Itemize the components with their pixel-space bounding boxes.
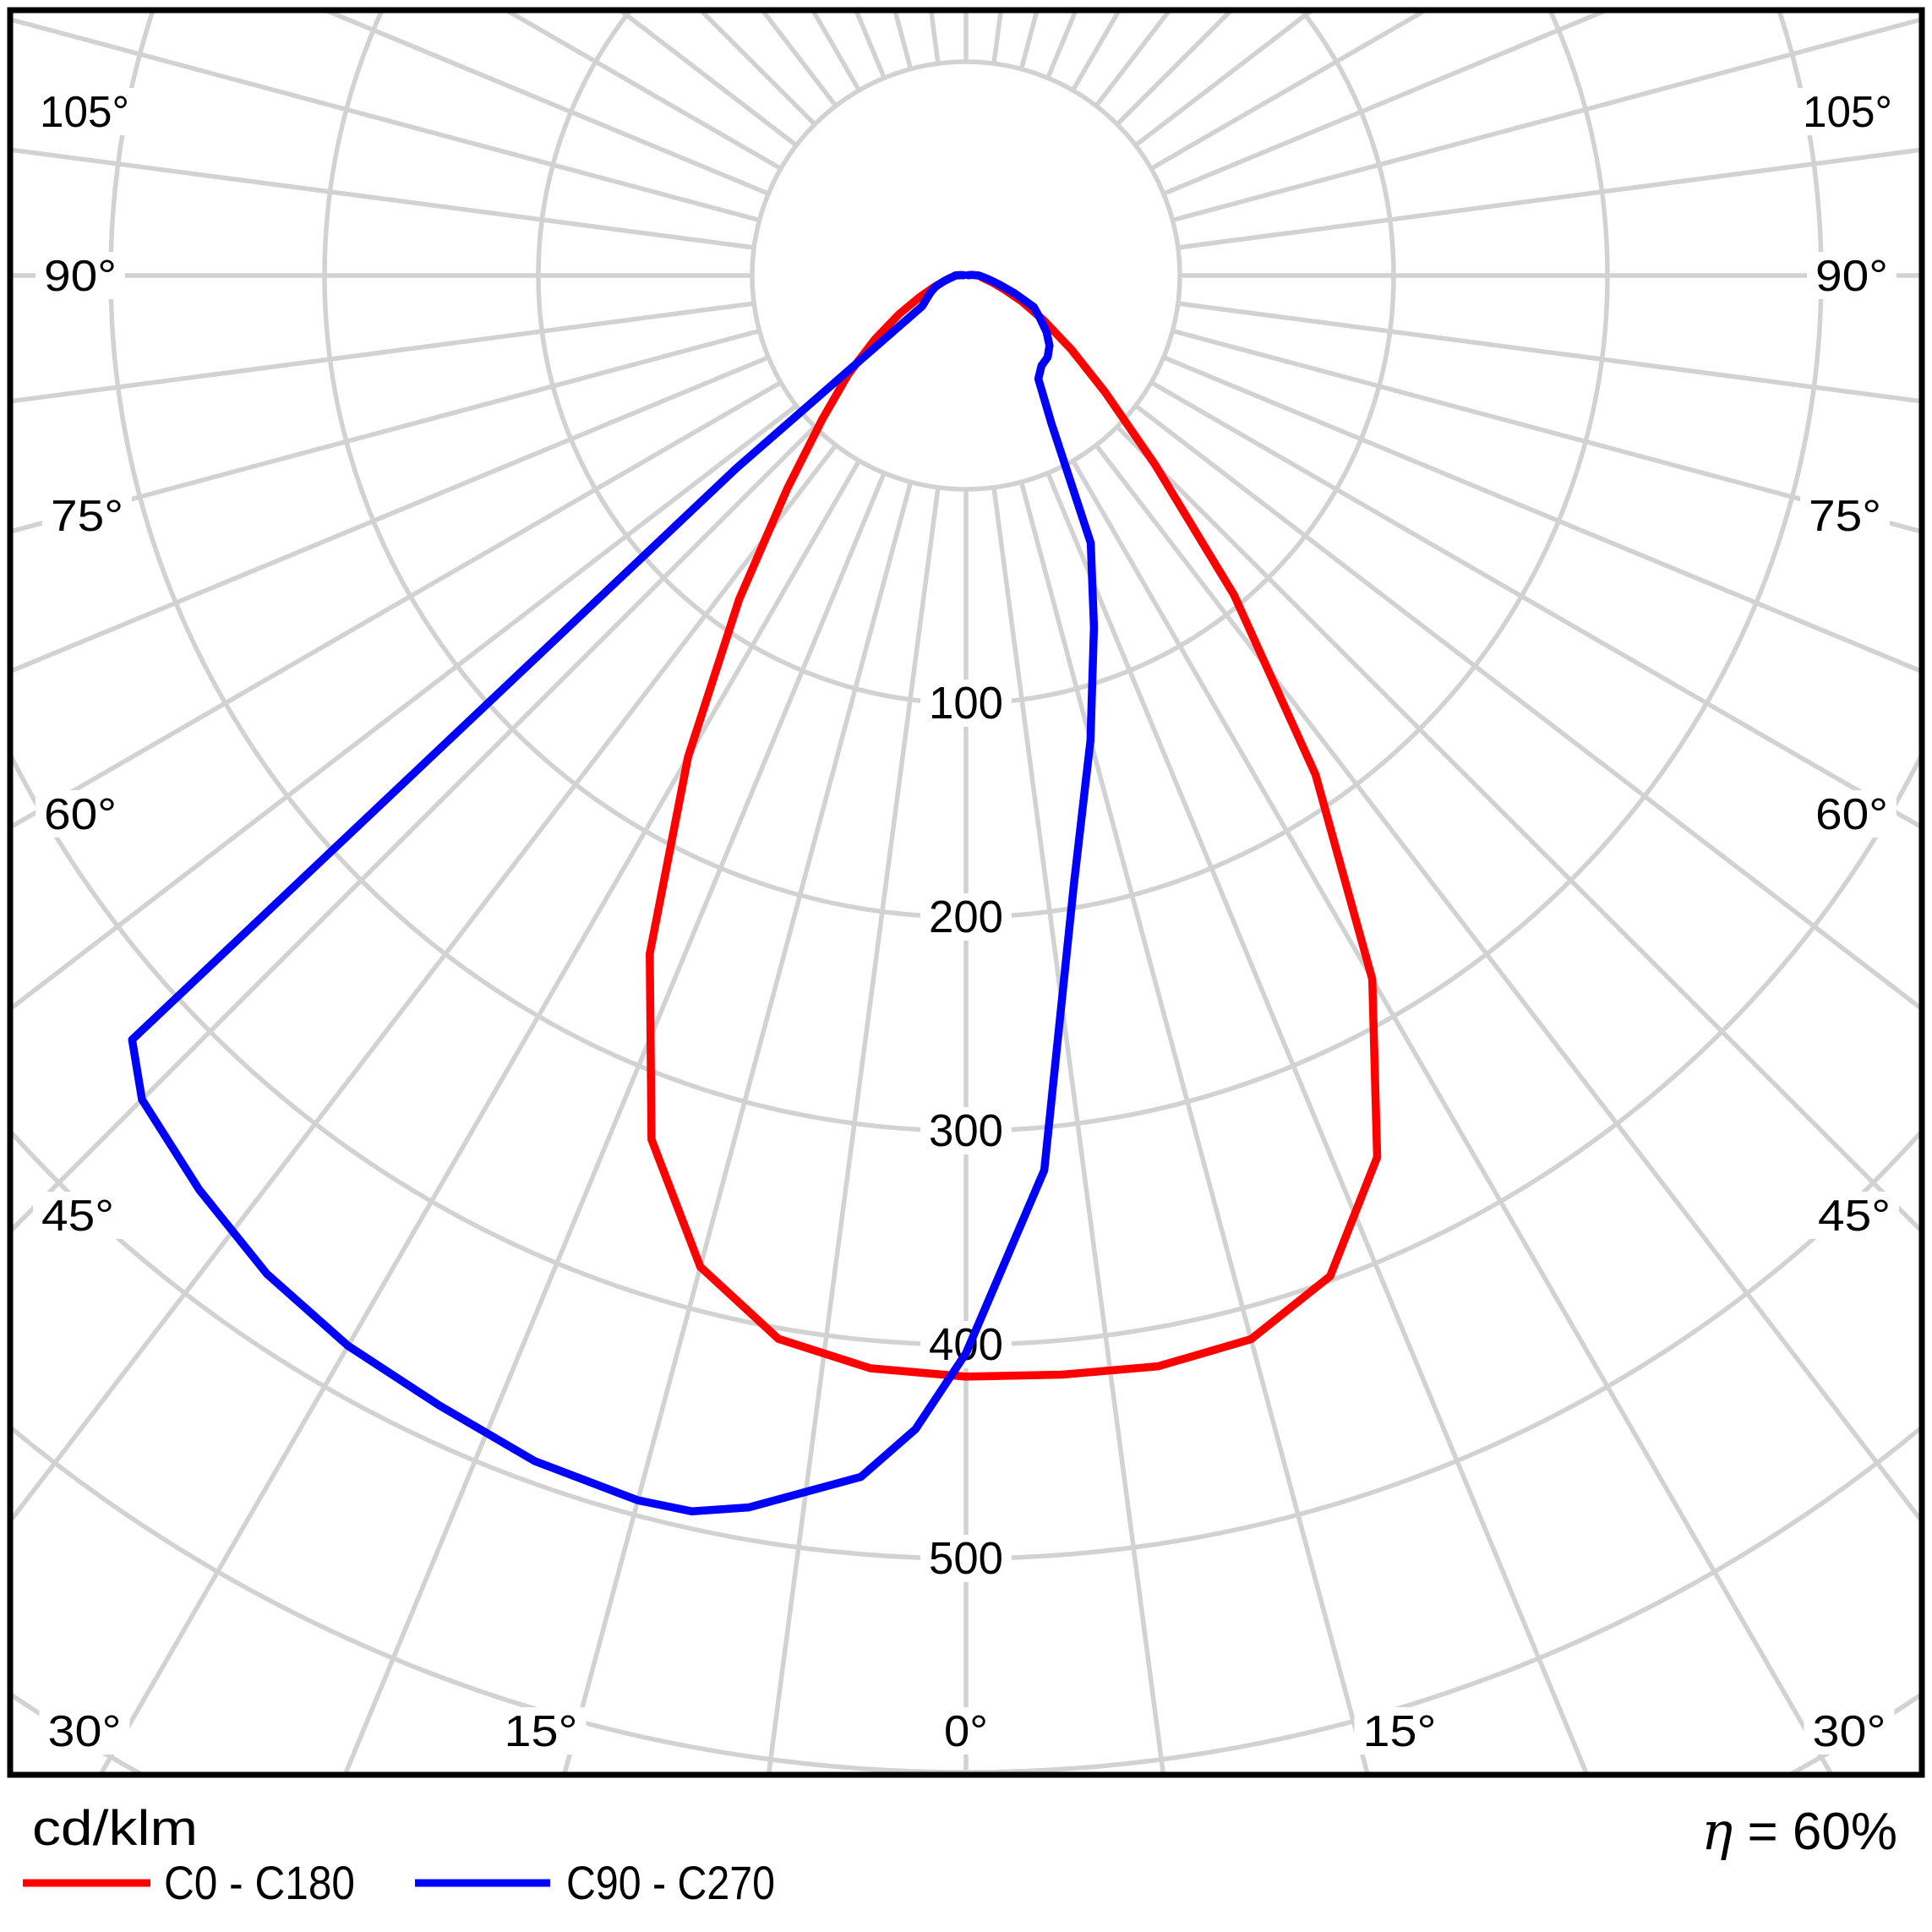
radius-label: 500 (929, 1533, 1003, 1584)
grid-spoke (1134, 403, 1922, 1012)
grid-spoke (1094, 444, 1922, 1525)
axis-labels: 105° 105° 90° 90° 75° 75° 60° 60° 45° 45° 30° 15° 0°… (31, 88, 1901, 1756)
grid-spoke (10, 301, 755, 404)
angle-label-left: 45° (41, 1192, 114, 1241)
legend-label-c90-c270: C90 - C270 (566, 1856, 775, 1909)
grid-spoke (1071, 459, 1835, 1775)
angle-label-right: 105° (1803, 88, 1892, 137)
angle-label-right: 60° (1815, 790, 1888, 839)
angle-label-bottom: 30° (48, 1707, 122, 1756)
grid-spoke (1162, 10, 1613, 196)
radius-label-bg (920, 893, 1012, 941)
grid-spoke (1149, 10, 1431, 171)
efficiency-label: η = 60% (1701, 1800, 1897, 1862)
angle-label-left: 75° (51, 492, 123, 541)
grid-spoke (1018, 481, 1371, 1775)
grid-spoke (991, 487, 1166, 1775)
radius-label-bg (920, 1107, 1012, 1154)
grid-spoke (10, 380, 783, 831)
angle-label-right: 75° (1809, 492, 1881, 541)
angle-label-left: 90° (44, 252, 117, 301)
angle-label-right: 90° (1815, 252, 1888, 301)
grid-spoke (10, 17, 761, 223)
efficiency-value: = 60% (1733, 1803, 1897, 1861)
angle-label-bottom: 15° (505, 1707, 578, 1756)
angle-label-left-bg (31, 88, 138, 135)
angle-label-bottom-bg (39, 1707, 130, 1755)
grid-spoke (561, 481, 914, 1775)
grid-spoke (1045, 472, 1590, 1775)
grid-spoke (1162, 355, 1922, 674)
angle-label-bottom: 15° (1363, 1707, 1437, 1756)
legend-label-c0-c180: C0 - C180 (164, 1856, 355, 1909)
angle-label-right-bg (1794, 88, 1901, 135)
grid-spoke (10, 403, 798, 1012)
grid-spoke (1115, 424, 1922, 1235)
grid-spoke (10, 424, 817, 1235)
plot-border (7, 7, 1925, 1778)
grid-spoke (766, 487, 941, 1775)
angle-label-bottom-bg (495, 1707, 587, 1755)
angle-label-right: 45° (1818, 1192, 1891, 1241)
grid-spoke (1171, 328, 1922, 534)
grid-spoke (97, 459, 861, 1775)
grid-spoke (10, 147, 755, 250)
intensity-curves (128, 270, 1382, 1516)
grid-spoke (1149, 380, 1922, 831)
angle-label-bottom: 30° (1813, 1707, 1886, 1756)
grid-spoke (1071, 10, 1122, 92)
angle-label-left: 105° (40, 88, 129, 137)
grid-spoke (10, 444, 838, 1525)
radius-label-bg (920, 1535, 1012, 1582)
angle-label-bottom-bg (1804, 1707, 1895, 1755)
grid-spoke (342, 472, 887, 1775)
angle-label-right-bg (1807, 790, 1897, 838)
radius-label: 300 (929, 1105, 1003, 1156)
grid-spoke (10, 355, 770, 674)
curve-C90-C270 (128, 270, 1099, 1516)
angle-label-left-bg (35, 790, 125, 838)
angle-label-right-bg (1800, 492, 1890, 539)
angle-label-left: 60° (44, 790, 117, 839)
angle-label-bottom-bg (1354, 1707, 1445, 1755)
radius-label-bg (920, 679, 1012, 727)
grid-spoke (1177, 147, 1922, 250)
angle-label-bottom: 0° (944, 1707, 988, 1756)
grid-spoke (319, 10, 770, 196)
grid-spoke (1177, 301, 1922, 404)
radius-label: 200 (929, 892, 1003, 942)
grid-spoke (501, 10, 783, 171)
radius-label: 100 (929, 678, 1003, 729)
angle-label-right-bg (1809, 1192, 1899, 1239)
curve-C0-C180 (646, 270, 1382, 1381)
grid-spoke (1171, 17, 1922, 223)
angle-label-left-bg (35, 252, 125, 299)
angle-label-left-bg (33, 1192, 123, 1239)
grid-spoke (810, 10, 861, 92)
units-label: cd/klm (32, 1801, 198, 1856)
angle-label-left-bg (42, 492, 132, 539)
angle-label-right-bg (1807, 252, 1897, 299)
angle-label-bottom-bg (936, 1707, 996, 1755)
eta-symbol: η (1701, 1800, 1733, 1862)
grid-spoke (10, 328, 761, 534)
